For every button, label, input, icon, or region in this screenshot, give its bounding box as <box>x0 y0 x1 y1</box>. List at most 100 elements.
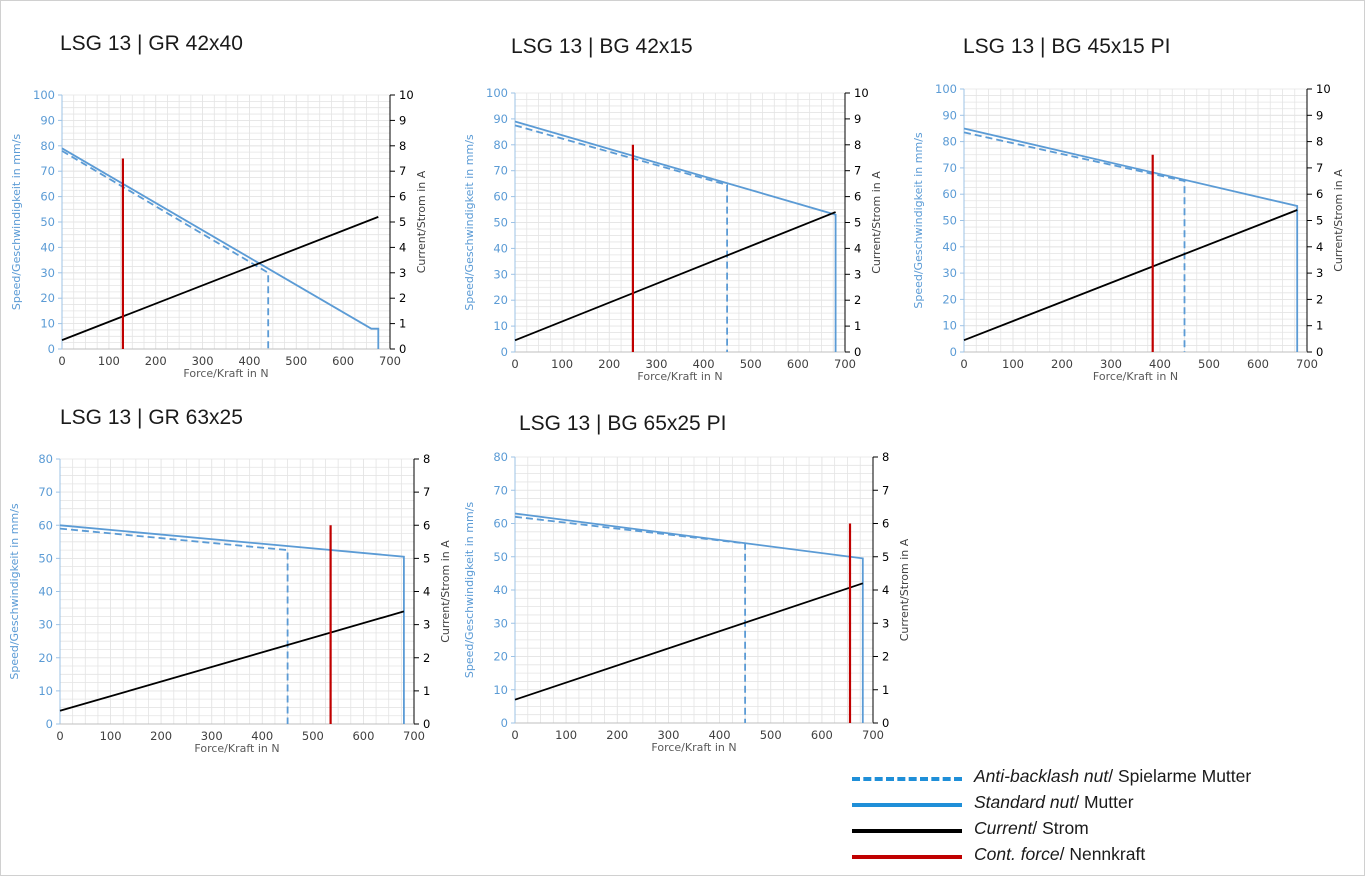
y2-tick-label: 5 <box>854 216 861 230</box>
y2-tick-label: 10 <box>854 86 869 100</box>
y2-tick-label: 2 <box>1316 292 1323 306</box>
y-tick-label: 90 <box>942 108 957 122</box>
y2-tick-label: 1 <box>1316 319 1323 333</box>
x-tick-label: 200 <box>150 729 172 743</box>
y-tick-label: 80 <box>493 138 508 152</box>
y-tick-label: 0 <box>501 345 508 359</box>
y2-tick-label: 2 <box>854 293 861 307</box>
y-tick-label: 20 <box>40 291 55 305</box>
y-tick-label: 90 <box>493 112 508 126</box>
y2-axis-label: Current/Strom in A <box>898 538 911 641</box>
y2-tick-label: 0 <box>854 345 861 359</box>
y2-tick-label: 2 <box>423 651 430 665</box>
series-current-line <box>61 216 379 341</box>
y2-tick-label: 3 <box>854 267 861 281</box>
y2-tick-label: 4 <box>882 583 889 597</box>
y2-tick-label: 3 <box>882 616 889 630</box>
series-standard-line <box>514 512 864 723</box>
y2-tick-label: 7 <box>854 164 861 178</box>
y2-tick-label: 1 <box>882 683 889 697</box>
legend-label: Cont. force/ Nennkraft <box>974 844 1146 864</box>
y-tick-label: 80 <box>942 135 957 149</box>
y2-tick-label: 7 <box>423 485 430 499</box>
x-axis-label: Force/Kraft in N <box>651 741 736 754</box>
x-tick-label: 700 <box>379 354 401 368</box>
x-axis-label: Force/Kraft in N <box>183 367 268 380</box>
legend-item-standard: Standard nut/ Mutter <box>850 792 1330 816</box>
y2-tick-label: 1 <box>423 684 430 698</box>
legend-item-cont-force: Cont. force/ Nennkraft <box>850 844 1330 868</box>
x-tick-label: 500 <box>760 728 782 742</box>
chart-title: LSG 13 | BG 65x25 PI <box>519 412 727 435</box>
x-tick-label: 700 <box>403 729 425 743</box>
y-tick-label: 80 <box>38 452 53 466</box>
series-standard-line <box>61 147 380 349</box>
y2-tick-label: 2 <box>399 291 406 305</box>
y2-tick-label: 9 <box>399 113 406 127</box>
legend-swatch-black <box>852 829 962 833</box>
y2-tick-label: 0 <box>423 717 430 731</box>
x-tick-label: 500 <box>302 729 324 743</box>
x-tick-label: 200 <box>606 728 628 742</box>
legend-label: Standard nut/ Mutter <box>974 792 1134 812</box>
y-tick-label: 0 <box>501 716 508 730</box>
series-current-line <box>59 610 405 712</box>
y-axis-label: Speed/Geschwindigkeit in mm/s <box>8 503 21 680</box>
x-tick-label: 100 <box>100 729 122 743</box>
x-tick-label: 400 <box>251 729 273 743</box>
y2-tick-label: 1 <box>399 317 406 331</box>
y-tick-label: 100 <box>33 88 55 102</box>
x-tick-label: 500 <box>740 357 762 371</box>
y-tick-label: 0 <box>950 345 957 359</box>
x-tick-label: 300 <box>192 354 214 368</box>
y-tick-label: 70 <box>40 164 55 178</box>
y-tick-label: 30 <box>38 618 53 632</box>
x-tick-label: 400 <box>709 728 731 742</box>
y-tick-label: 40 <box>38 585 53 599</box>
series-anti-backlash-line <box>514 124 729 352</box>
y2-tick-label: 8 <box>423 452 430 466</box>
y-tick-label: 50 <box>493 550 508 564</box>
chart-bg-65x25-pi: LSG 13 | BG 65x25 PI 0 10 20 30 40 50 60 70 80 0 1… <box>455 400 915 776</box>
y2-tick-label: 4 <box>1316 240 1323 254</box>
x-tick-label: 200 <box>145 354 167 368</box>
legend-item-current: Current/ Strom <box>850 818 1330 842</box>
y-tick-label: 10 <box>38 684 53 698</box>
y2-tick-label: 3 <box>423 618 430 632</box>
y-axis-label: Speed/Geschwindigkeit in mm/s <box>463 134 476 311</box>
series-anti-backlash-line <box>963 131 1186 352</box>
x-tick-label: 100 <box>555 728 577 742</box>
chart-bg-45x15-pi: LSG 13 | BG 45x15 PI 0 10 20 30 40 50 60 70 80 90… <box>905 0 1365 400</box>
x-tick-label: 0 <box>511 357 518 371</box>
y-tick-label: 80 <box>493 450 508 464</box>
y-tick-label: 100 <box>935 82 957 96</box>
y2-tick-label: 3 <box>399 266 406 280</box>
y2-tick-label: 6 <box>882 517 889 531</box>
y2-tick-label: 7 <box>1316 161 1323 175</box>
y2-tick-label: 4 <box>399 240 406 254</box>
y2-tick-label: 3 <box>1316 266 1323 280</box>
x-tick-label: 600 <box>811 728 833 742</box>
y-tick-label: 30 <box>493 267 508 281</box>
y2-tick-label: 1 <box>854 319 861 333</box>
y-tick-label: 20 <box>493 650 508 664</box>
x-tick-label: 0 <box>960 357 967 371</box>
x-tick-label: 500 <box>285 354 307 368</box>
y-tick-label: 60 <box>40 190 55 204</box>
x-tick-label: 0 <box>58 354 65 368</box>
x-tick-label: 300 <box>201 729 223 743</box>
y2-tick-label: 8 <box>882 450 889 464</box>
x-axis-label: Force/Kraft in N <box>1093 370 1178 383</box>
y2-tick-label: 0 <box>1316 345 1323 359</box>
x-axis-label: Force/Kraft in N <box>194 742 279 755</box>
y2-tick-label: 8 <box>1316 135 1323 149</box>
chart-title: LSG 13 | GR 63x25 <box>60 406 243 429</box>
x-tick-label: 100 <box>1002 357 1024 371</box>
x-tick-label: 400 <box>1149 357 1171 371</box>
x-tick-label: 300 <box>657 728 679 742</box>
y2-tick-label: 6 <box>399 190 406 204</box>
legend-label: Current/ Strom <box>974 818 1089 838</box>
series-anti-backlash-line <box>61 150 270 349</box>
